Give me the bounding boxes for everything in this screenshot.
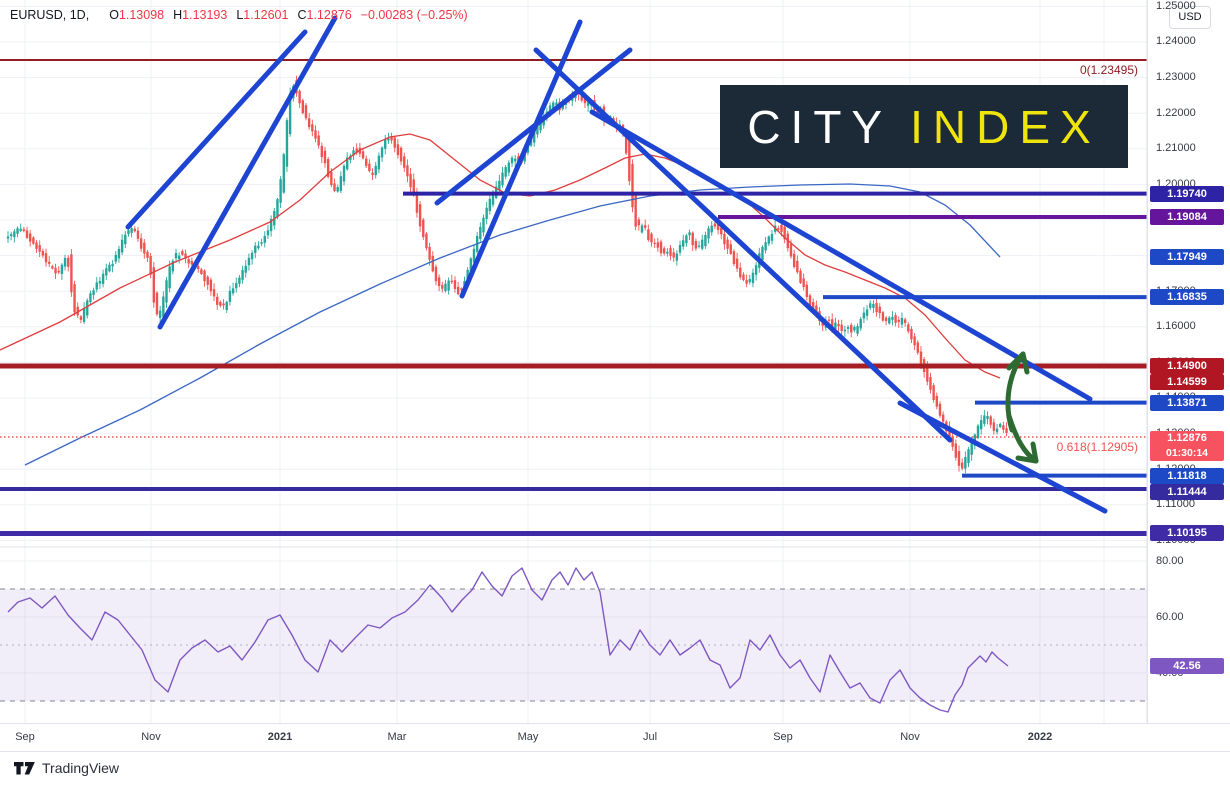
time-axis-label: Mar [387,731,407,743]
tradingview-attribution: TradingView [14,760,119,776]
last-price-label: 1.12876 01:30:14 [1150,431,1224,461]
price-tick: 1.25000 [1156,0,1196,12]
logo-index-text: INDEX [910,100,1101,153]
price-axis[interactable]: USD 1.25000 1.24000 1.23000 1.22000 1.21000 1… [1147,0,1230,750]
price-tick: 1.11000 [1156,498,1195,511]
rsi-tick: 60.00 [1156,610,1184,623]
ohlc-close: C1.12876 [297,8,352,22]
time-axis-label: Nov [141,731,161,743]
price-tick: 1.23000 [1156,71,1196,84]
countdown-timer: 01:30:14 [1165,447,1209,459]
price-level-label: 1.11444 [1150,483,1224,500]
city-index-logo: CITY INDEX [720,85,1128,168]
time-axis[interactable]: Sep Nov 2021 Mar May Jul Sep Nov 2022 [0,723,1230,752]
time-axis-label: May [517,731,539,743]
fib-level-0-label: 0(1.23495) [1079,63,1138,77]
rsi-tick: 80.00 [1156,554,1184,567]
price-tick: 1.16000 [1156,320,1196,333]
time-axis-label: 2021 [267,731,293,743]
time-axis-label: Nov [900,731,920,743]
time-axis-label: Sep [15,731,35,743]
price-level-label: 1.14599 [1150,373,1224,390]
symbol-title: EURUSD, 1D, [10,8,90,22]
time-axis-label: 2022 [1027,731,1053,743]
fib-level-618-label: 0.618(1.12905) [1056,440,1138,454]
rsi-value-label: 42.56 [1150,658,1224,674]
currency-unit-button[interactable]: USD [1169,6,1211,29]
time-axis-label: Jul [642,731,658,743]
price-level-label: 1.10195 [1150,525,1224,542]
ohlc-high: H1.13193 [173,8,228,22]
logo-city-text: CITY [747,100,893,153]
price-level-label: 1.13871 [1150,394,1224,411]
time-axis-label: Sep [773,731,793,743]
price-tick: 1.21000 [1156,142,1196,155]
ohlc-low: L1.12601 [236,8,289,22]
price-tick: 1.24000 [1156,35,1196,48]
tradingview-icon [14,761,35,774]
ohlc-change: −0.00283 (−0.25%) [360,8,468,22]
price-level-label: 1.16835 [1150,289,1224,306]
ohlc-legend: EURUSD, 1D, O1.13098 H1.13193 L1.12601 C1.12… [10,8,468,22]
price-level-label: 1.19740 [1150,185,1224,202]
price-level-label: 1.14900 [1150,357,1224,374]
ohlc-open: O1.13098 [109,8,165,22]
price-level-label: 1.17949 [1150,249,1224,266]
price-tick: 1.22000 [1156,106,1196,119]
price-level-label: 1.19084 [1150,209,1224,225]
tradingview-text: TradingView [42,760,120,776]
price-level-label: 1.11818 [1150,467,1224,484]
